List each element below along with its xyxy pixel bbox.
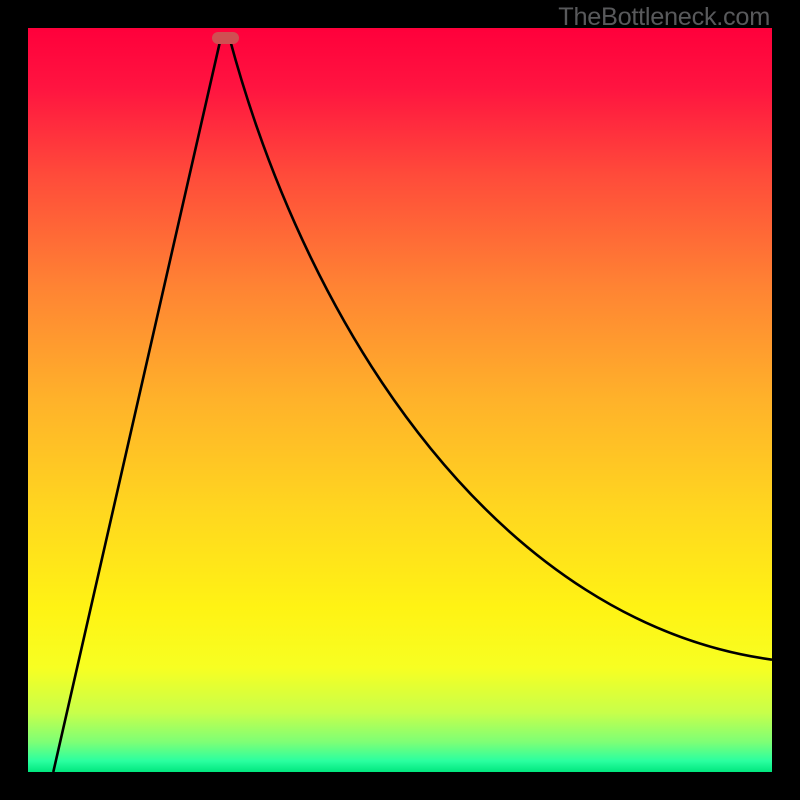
bottleneck-curve bbox=[28, 28, 772, 772]
optimal-point-marker bbox=[212, 32, 239, 44]
watermark-text: TheBottleneck.com bbox=[558, 3, 770, 32]
plot-area bbox=[28, 28, 772, 772]
chart-frame: TheBottleneck.com bbox=[0, 0, 800, 800]
